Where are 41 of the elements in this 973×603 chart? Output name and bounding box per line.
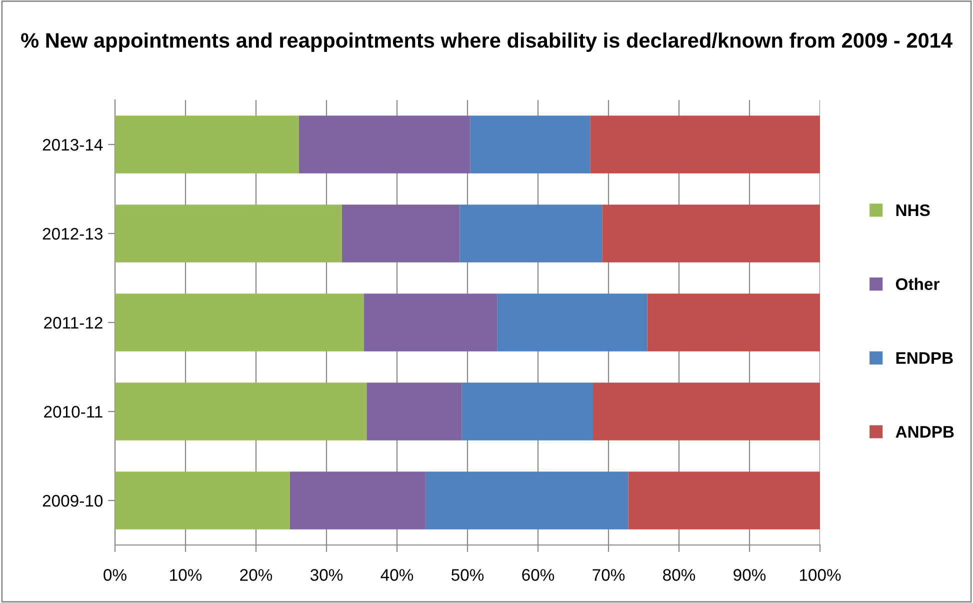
bar [364, 294, 498, 352]
x-tick-label: 0% [104, 569, 126, 581]
bar [115, 204, 342, 262]
x-tick-label: 30% [310, 569, 343, 581]
bar [460, 204, 602, 262]
x-tick-label: 80% [663, 569, 696, 581]
bar [290, 472, 426, 530]
legend-label: ENDPB [896, 352, 953, 364]
x-tick-label: 90% [734, 569, 766, 581]
x-tick-label: 70% [592, 569, 625, 581]
bar [115, 382, 367, 440]
bar [628, 472, 820, 530]
x-tick-label: 20% [240, 569, 272, 581]
x-tick-label: 40% [380, 569, 414, 581]
legend-label: NHS [896, 204, 930, 216]
x-tick-label: 100% [800, 569, 841, 581]
bar [299, 116, 470, 174]
bar [342, 204, 460, 262]
chart-title: % New appointments and reappointments where disability is declared/known from 2009 - 2014 [21, 32, 952, 52]
y-tick-label: 2012-13 [42, 228, 102, 240]
x-tick-label: 50% [451, 569, 484, 581]
legend-label: Other [896, 278, 940, 290]
bar [602, 204, 820, 262]
bar [590, 116, 820, 174]
x-tick-label: 60% [522, 569, 554, 581]
y-tick-label: 2011-12 [44, 316, 102, 329]
bar [115, 472, 290, 530]
bar [497, 294, 648, 352]
bar [366, 382, 462, 440]
legend-label: ANDPB [896, 426, 954, 438]
bar [592, 382, 820, 440]
bar [426, 472, 628, 530]
bar [470, 116, 590, 174]
y-tick-label: 2009-10 [42, 494, 103, 507]
bar [462, 382, 593, 440]
bar [115, 116, 300, 174]
y-tick-label: 2010-11 [44, 406, 102, 418]
x-tick-label: 10% [170, 569, 202, 581]
bar [115, 294, 364, 352]
bar [647, 294, 820, 352]
y-tick-label: 2013-14 [42, 138, 103, 151]
